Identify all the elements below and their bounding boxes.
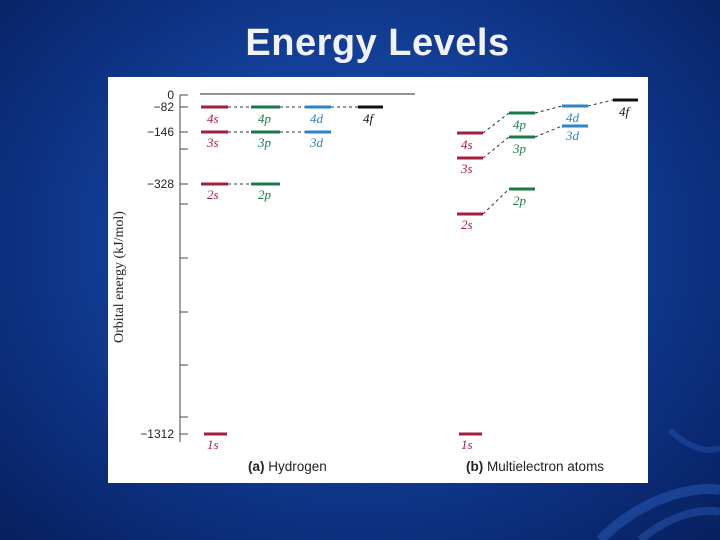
h-3d-label: 3d	[309, 135, 324, 150]
h-4f-label: 4f	[363, 111, 376, 126]
diagram-svg: 0 −82 −146 −328 −1312 4s 4p 4d	[140, 88, 638, 474]
tick-label-82: −82	[154, 100, 175, 114]
m-1s-label: 1s	[461, 437, 473, 452]
tick-label-0: 0	[167, 88, 174, 102]
panel-a-text: Hydrogen	[268, 459, 327, 474]
m-3p-label: 3p	[512, 141, 527, 156]
m-dash-4p-4d	[534, 105, 563, 114]
m-dash-3s-3p	[482, 136, 510, 159]
m-2s-label: 2s	[461, 217, 473, 232]
h-3s-label: 3s	[206, 135, 219, 150]
m-4d-label: 4d	[566, 110, 580, 125]
y-axis	[179, 94, 188, 442]
slide-title: Energy Levels	[245, 22, 510, 64]
tick-label-1312: −1312	[140, 427, 174, 441]
panel-a-letter: (a)	[248, 459, 265, 474]
m-dash-4d-4f	[587, 99, 614, 107]
h-4p-label: 4p	[258, 111, 272, 126]
panel-b-letter: (b)	[466, 459, 483, 474]
panel-b-caption: (b) Multielectron atoms	[466, 459, 604, 474]
background-swirl-decoration	[596, 427, 720, 540]
m-2p-label: 2p	[513, 193, 527, 208]
h-2s-label: 2s	[207, 187, 219, 202]
m-3s-label: 3s	[460, 161, 473, 176]
h-4s-label: 4s	[207, 111, 219, 126]
tick-label-146: −146	[147, 125, 174, 139]
h-3p-label: 3p	[257, 135, 272, 150]
m-dash-2s-2p	[482, 188, 510, 215]
m-dash-3p-3d	[534, 125, 563, 138]
tick-label-328: −328	[147, 177, 174, 191]
m-4p-label: 4p	[513, 117, 527, 132]
m-4s-label: 4s	[461, 137, 473, 152]
h-1s-label: 1s	[207, 437, 219, 452]
h-2p-label: 2p	[258, 187, 272, 202]
m-3d-label: 3d	[565, 128, 580, 143]
panel-b-text: Multielectron atoms	[487, 459, 604, 474]
panel-a-caption: (a) Hydrogen	[248, 459, 327, 474]
m-4f-label: 4f	[619, 104, 632, 119]
h-4d-label: 4d	[310, 111, 324, 126]
energy-level-diagram: Orbital energy (kJ/mol) 0 −82 −146 −328 …	[108, 77, 648, 483]
m-dash-4s-4p	[482, 112, 510, 134]
